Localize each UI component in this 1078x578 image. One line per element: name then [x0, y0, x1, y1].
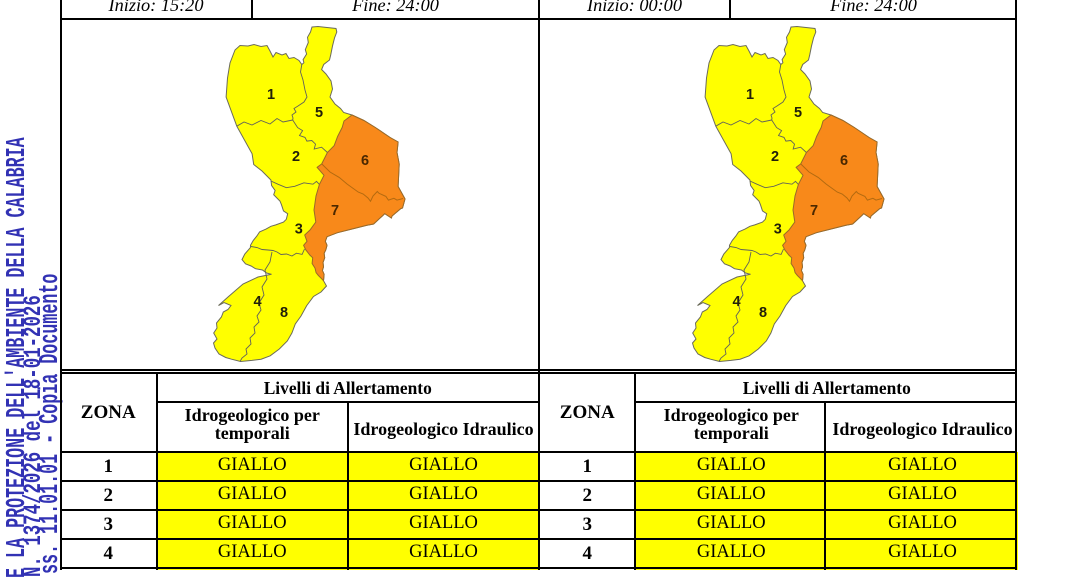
svg-text:7: 7 [810, 203, 818, 219]
svg-text:5: 5 [794, 105, 802, 121]
svg-text:3: 3 [774, 221, 782, 237]
svg-text:3: 3 [295, 221, 303, 237]
svg-text:7: 7 [331, 203, 339, 219]
svg-text:2: 2 [292, 149, 300, 165]
svg-text:8: 8 [759, 305, 767, 321]
svg-text:4: 4 [732, 294, 740, 310]
svg-text:8: 8 [280, 305, 288, 321]
svg-text:6: 6 [361, 153, 369, 169]
svg-text:5: 5 [315, 105, 323, 121]
svg-text:6: 6 [840, 153, 848, 169]
svg-text:1: 1 [746, 87, 754, 103]
svg-text:2: 2 [771, 149, 779, 165]
svg-text:1: 1 [267, 87, 275, 103]
svg-text:4: 4 [253, 294, 261, 310]
